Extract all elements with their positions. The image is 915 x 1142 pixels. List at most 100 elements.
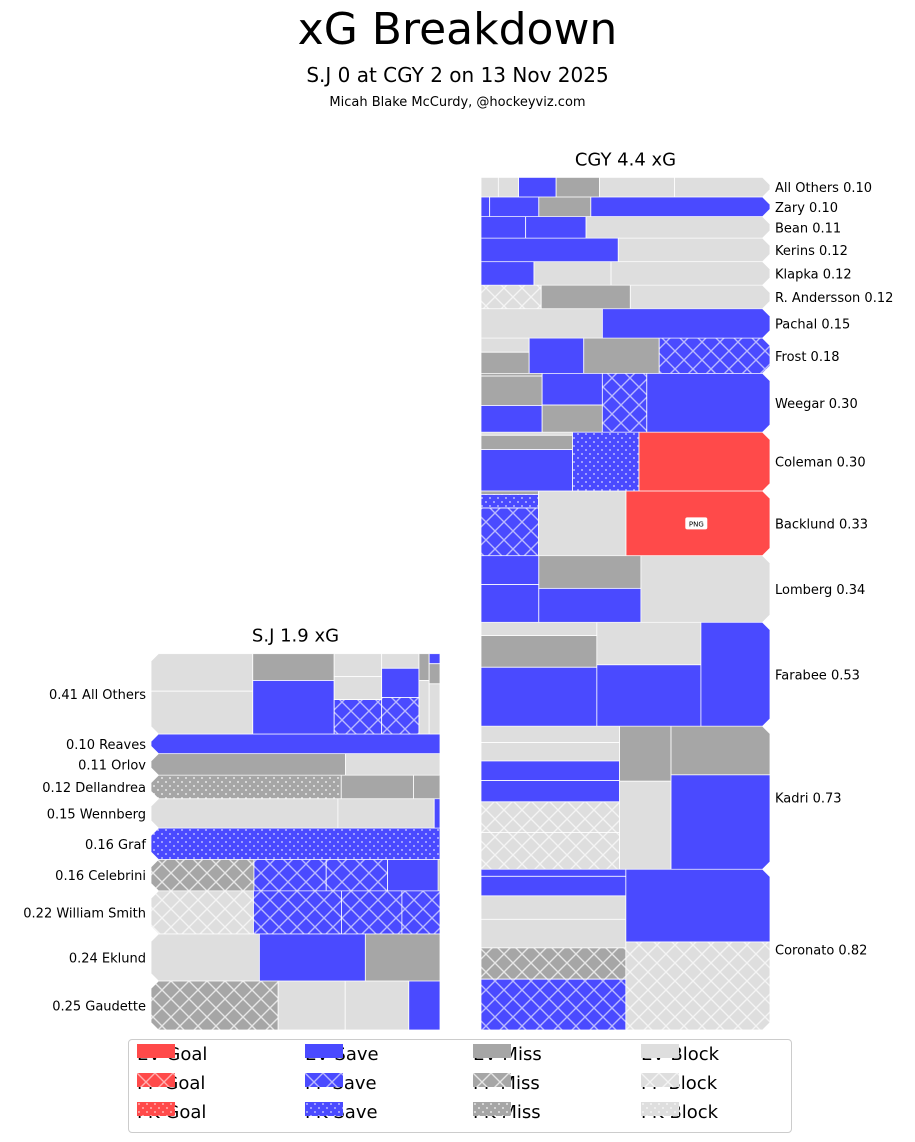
shot-ev-block xyxy=(619,780,672,870)
shot-pp-save xyxy=(325,859,389,891)
shot-ev-save xyxy=(670,774,770,870)
player-label: Frost 0.18 xyxy=(775,350,840,365)
shot-ev-miss xyxy=(151,753,346,776)
shot-ev-miss xyxy=(437,859,440,891)
shot-ev-save xyxy=(481,449,573,491)
shot-ev-save xyxy=(646,373,770,433)
shot-ev-miss xyxy=(538,555,642,589)
shot-ev-block xyxy=(344,981,410,1030)
shot-ev-block xyxy=(629,285,770,309)
shot-ev-save xyxy=(481,261,535,286)
shot-ev-save xyxy=(625,869,770,943)
player-block: 0.25 Gaudette xyxy=(52,981,440,1030)
shot-pp-save xyxy=(401,890,440,934)
shot-ev-save xyxy=(408,981,440,1030)
shot-ev-block xyxy=(481,918,627,949)
player-block: Bean 0.11 xyxy=(481,216,841,239)
shot-ev-miss xyxy=(252,653,335,681)
legend-swatch xyxy=(473,1044,511,1058)
shot-pk-save xyxy=(572,432,640,491)
player-label: 0.11 Orlov xyxy=(78,758,146,773)
shot-pp-save xyxy=(341,890,403,934)
shot-ev-block xyxy=(481,432,573,436)
player-label: R. Andersson 0.12 xyxy=(775,291,893,306)
png-badge-text: PNG xyxy=(689,520,704,528)
shot-ev-block xyxy=(481,308,603,339)
shot-ev-goal xyxy=(638,432,770,491)
shot-pp-save xyxy=(481,978,627,1030)
legend-item: EV Block xyxy=(641,1044,719,1065)
player-block: 0.16 Celebrini xyxy=(55,859,440,891)
shot-ev-block xyxy=(418,680,430,735)
shot-ev-block xyxy=(481,177,499,197)
shot-ev-block xyxy=(599,177,676,197)
legend-swatch xyxy=(305,1073,343,1087)
player-label: Bean 0.11 xyxy=(775,221,841,236)
shot-pp-save xyxy=(658,338,770,374)
player-label: Zary 0.10 xyxy=(775,201,838,216)
player-label: 0.24 Eklund xyxy=(69,951,146,966)
shot-pp-save xyxy=(381,697,420,735)
shot-pp-block xyxy=(625,941,770,1030)
shot-ev-save xyxy=(541,373,603,406)
player-label: Farabee 0.53 xyxy=(775,668,860,683)
shot-pp-block xyxy=(151,890,254,934)
shot-ev-miss xyxy=(555,177,600,197)
legend-item: EV Save xyxy=(305,1044,379,1065)
legend-swatch xyxy=(473,1102,511,1116)
legend-swatch xyxy=(305,1102,343,1116)
shot-ev-save xyxy=(481,197,491,217)
shot-ev-block xyxy=(345,753,440,776)
legend-item: PK Miss xyxy=(473,1102,541,1123)
shot-ev-save xyxy=(538,587,642,623)
player-label: Kadri 0.73 xyxy=(775,792,842,807)
shot-ev-miss xyxy=(481,375,543,406)
player-block: All Others 0.10 xyxy=(481,177,872,197)
shot-ev-miss xyxy=(481,373,543,377)
player-label: 0.16 Graf xyxy=(85,838,146,853)
shot-ev-block xyxy=(610,261,770,286)
shot-pp-block xyxy=(481,285,542,309)
player-block: Klapka 0.12 xyxy=(481,261,852,286)
shot-ev-save xyxy=(518,177,557,197)
shot-ev-block xyxy=(151,933,260,981)
legend-item: PK Block xyxy=(641,1102,718,1123)
shot-ev-miss xyxy=(413,775,440,799)
player-block: R. Andersson 0.12 xyxy=(481,285,893,309)
player-block: PNG Backlund 0.33 xyxy=(481,491,868,556)
shot-pk-save xyxy=(151,828,440,860)
shot-ev-miss xyxy=(670,726,770,776)
shot-ev-block xyxy=(481,742,620,762)
shot-ev-block xyxy=(337,798,435,829)
shot-ev-save xyxy=(481,584,540,623)
shot-ev-miss xyxy=(481,434,573,450)
shot-ev-save xyxy=(381,667,420,698)
shot-pp-save xyxy=(481,507,539,556)
shot-ev-save xyxy=(489,197,540,217)
shot-pp-miss xyxy=(151,981,279,1030)
chart-credit: Micah Blake McCurdy, @hockeyviz.com xyxy=(329,95,586,110)
shot-ev-save xyxy=(601,308,770,339)
shot-ev-block xyxy=(277,981,346,1030)
png-badge xyxy=(685,517,708,530)
legend-swatch xyxy=(137,1044,175,1058)
player-block: 0.10 Reaves xyxy=(66,734,440,754)
legend: EV Goal PP Goal PK Goal EV Save PP Save PK Sa… xyxy=(128,1039,792,1133)
shot-ev-save xyxy=(525,216,587,239)
shot-pp-miss xyxy=(151,859,255,891)
player-label: 0.12 Dellandrea xyxy=(42,781,146,796)
player-block: 0.15 Wennberg xyxy=(47,798,440,829)
team-title: S.J 1.9 xG xyxy=(252,626,339,647)
shot-ev-block xyxy=(585,216,770,239)
player-label: Kerins 0.12 xyxy=(775,244,848,259)
player-label: Weegar 0.30 xyxy=(775,397,858,412)
shot-ev-save xyxy=(481,216,527,239)
shot-pp-save xyxy=(601,373,648,433)
player-label: 0.10 Reaves xyxy=(66,738,146,753)
player-block: Zary 0.10 xyxy=(481,197,838,217)
player-block: 0.41 All Others xyxy=(49,653,440,735)
shot-ev-save xyxy=(481,555,540,585)
legend-item: PP Goal xyxy=(137,1073,205,1094)
shot-ev-save xyxy=(258,933,366,981)
